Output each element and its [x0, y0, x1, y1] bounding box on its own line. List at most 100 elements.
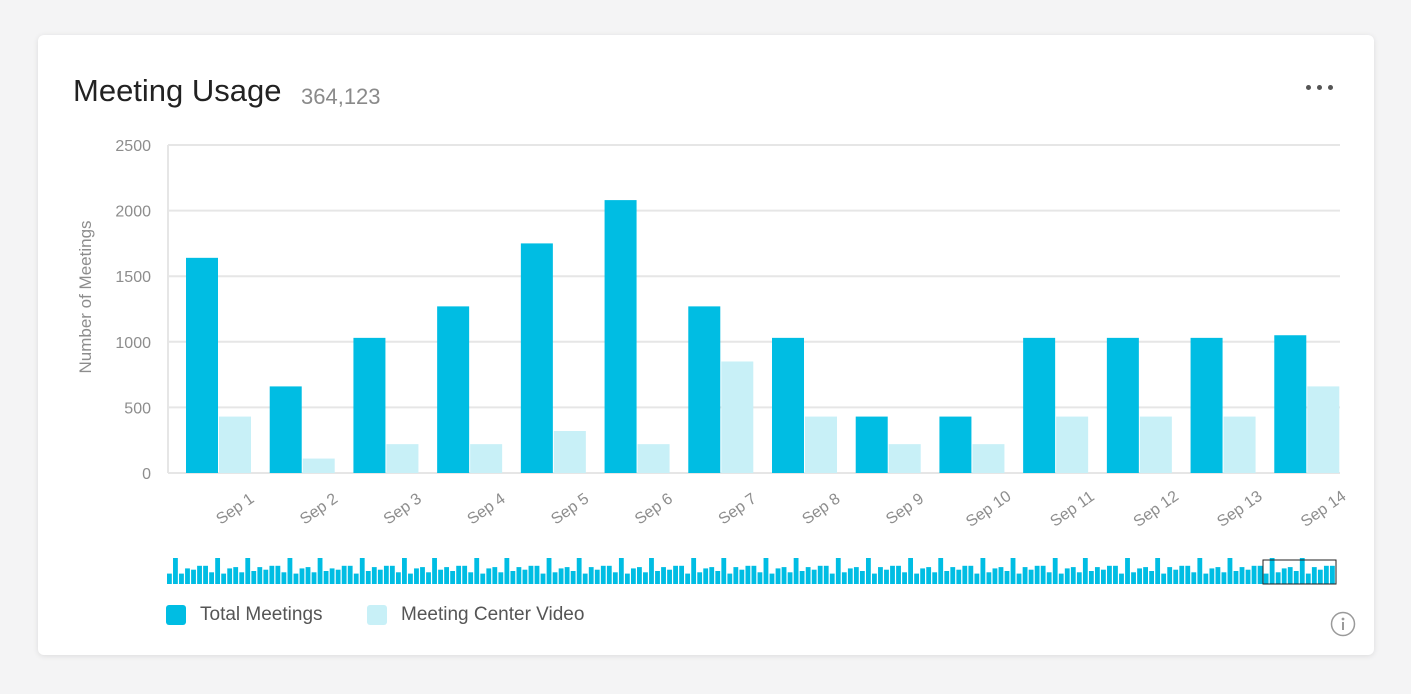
- overview-bar: [896, 565, 901, 584]
- overview-bar: [203, 565, 208, 584]
- bar-total-meetings[interactable]: [688, 306, 721, 473]
- overview-bar: [938, 558, 944, 584]
- overview-bar: [1058, 573, 1064, 584]
- overview-bar: [1281, 568, 1287, 584]
- bar-total-meetings[interactable]: [269, 386, 302, 473]
- overview-bar: [414, 568, 419, 584]
- bar-meeting-center-video[interactable]: [721, 361, 754, 473]
- overview-bar: [588, 567, 594, 584]
- overview-bar: [1263, 573, 1269, 584]
- overview-bar: [1323, 565, 1329, 584]
- overview-bar: [215, 558, 221, 584]
- bar-meeting-center-video[interactable]: [219, 416, 251, 473]
- bar-total-meetings[interactable]: [1274, 335, 1307, 473]
- bar-total-meetings[interactable]: [437, 306, 470, 473]
- overview-bar: [878, 567, 883, 584]
- bar-total-meetings[interactable]: [353, 337, 386, 473]
- overview-bar: [1311, 567, 1317, 584]
- overview-bar: [1070, 567, 1076, 584]
- meeting-usage-card: Meeting Usage 364,123 2500 2000 1500 1000 50…: [38, 35, 1374, 655]
- overview-bar: [624, 573, 630, 584]
- overview-bar: [872, 573, 877, 584]
- overview-bar: [932, 572, 938, 584]
- bar-total-meetings[interactable]: [772, 337, 804, 473]
- overview-bar: [540, 573, 546, 584]
- legend-item-video[interactable]: Meeting Center Video: [367, 604, 584, 626]
- overview-bar: [926, 567, 932, 584]
- overview-bar: [920, 568, 926, 584]
- overview-bar: [697, 572, 703, 584]
- legend-item-total[interactable]: Total Meetings: [166, 604, 323, 626]
- overview-bar: [1173, 569, 1179, 584]
- bar-total-meetings[interactable]: [939, 416, 972, 473]
- bar-total-meetings[interactable]: [1023, 337, 1056, 473]
- bar-meeting-center-video[interactable]: [1223, 416, 1256, 473]
- y-tick-label: 0: [142, 466, 151, 483]
- info-icon[interactable]: [1330, 611, 1356, 637]
- overview-bar: [649, 558, 654, 584]
- overview-bar: [859, 571, 865, 584]
- overview-bar: [1221, 572, 1227, 584]
- bar-meeting-center-video[interactable]: [302, 458, 335, 473]
- x-tick-label: Sep 1: [213, 490, 257, 528]
- bar-meeting-center-video[interactable]: [637, 444, 670, 473]
- bar-total-meetings[interactable]: [855, 416, 888, 473]
- overview-bar: [1287, 567, 1293, 584]
- x-tick-label: Sep 12: [1131, 488, 1182, 531]
- overview-bar: [1299, 558, 1305, 584]
- bar-total-meetings[interactable]: [186, 257, 218, 473]
- overview-bar: [281, 572, 287, 584]
- overview-bar: [1317, 569, 1323, 584]
- bar-total-meetings[interactable]: [1106, 337, 1139, 473]
- bar-meeting-center-video[interactable]: [1307, 386, 1340, 473]
- bar-total-meetings[interactable]: [1190, 337, 1223, 473]
- bar-total-meetings[interactable]: [520, 243, 553, 473]
- overview-bar: [1143, 567, 1149, 584]
- bar-meeting-center-video[interactable]: [470, 444, 503, 473]
- overview-bar: [992, 568, 998, 584]
- overview-bar: [444, 567, 450, 584]
- bar-meeting-center-video[interactable]: [1056, 416, 1089, 473]
- overview-bar: [564, 567, 570, 584]
- bar-meeting-center-video[interactable]: [888, 444, 921, 473]
- overview-bar: [667, 569, 672, 584]
- overview-bar: [612, 572, 618, 584]
- overview-selection-window[interactable]: [1262, 559, 1337, 585]
- overview-bar: [902, 572, 907, 584]
- overview-bar: [715, 571, 721, 584]
- overview-bar: [1251, 565, 1257, 584]
- overview-bar: [606, 565, 612, 584]
- overview-bar: [570, 571, 576, 584]
- overview-bar: [311, 572, 317, 584]
- bar-meeting-center-video[interactable]: [386, 444, 419, 473]
- overview-bar: [209, 572, 215, 584]
- bar-meeting-center-video[interactable]: [1139, 416, 1172, 473]
- y-tick-label: 1500: [115, 269, 151, 286]
- bar-total-meetings[interactable]: [604, 200, 637, 473]
- overview-bar: [498, 572, 504, 584]
- overview-bar: [233, 567, 239, 584]
- overview-bar: [1119, 573, 1124, 584]
- overview-bar: [721, 558, 727, 584]
- overview-bar: [1046, 572, 1052, 584]
- overview-bar: [600, 565, 606, 584]
- overview-bar: [474, 558, 480, 584]
- bar-meeting-center-video[interactable]: [805, 416, 837, 473]
- overview-bar: [793, 558, 799, 584]
- overview-bar: [775, 568, 781, 584]
- overview-bar: [1082, 558, 1088, 584]
- overview-bar: [1125, 558, 1130, 584]
- overview-bar: [263, 569, 269, 584]
- bar-meeting-center-video[interactable]: [553, 431, 586, 473]
- overview-bar: [817, 565, 823, 584]
- y-axis-label: Number of Meetings: [76, 220, 95, 373]
- overview-bar: [1215, 567, 1221, 584]
- overview-bar: [359, 558, 365, 584]
- overview-bar: [751, 565, 757, 584]
- bar-meeting-center-video[interactable]: [972, 444, 1005, 473]
- x-tick-label: Sep 2: [297, 490, 341, 528]
- overview-bar: [914, 573, 920, 584]
- overview-bar: [167, 573, 172, 584]
- more-options-icon[interactable]: [1294, 75, 1344, 99]
